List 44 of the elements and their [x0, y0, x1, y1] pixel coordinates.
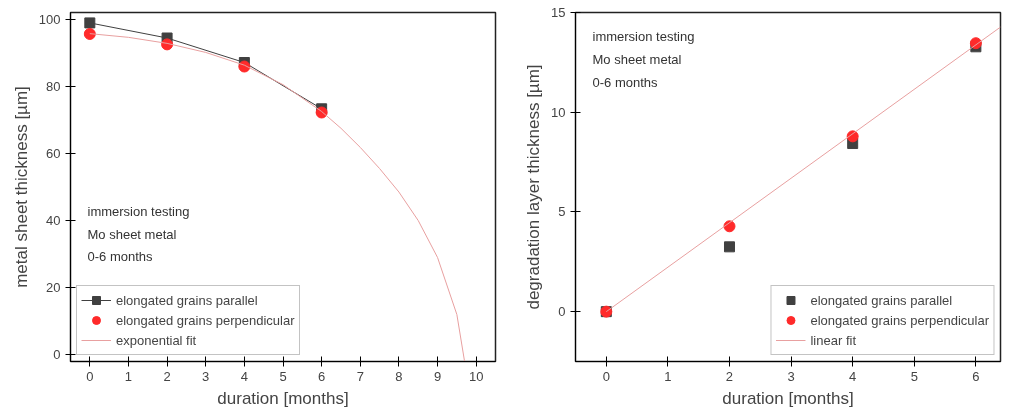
y-tick-label: 0 — [53, 347, 61, 363]
annotation: 0-6 months — [87, 249, 154, 265]
x-tick-label: 4 — [240, 368, 248, 384]
x-tick-label: 2 — [725, 368, 734, 384]
annotation: immersion testing — [87, 203, 190, 219]
y-tick-label: 20 — [46, 280, 61, 296]
x-tick-label: 7 — [356, 368, 364, 384]
legend-label: exponential fit — [116, 332, 197, 348]
x-tick-label: 2 — [163, 368, 171, 384]
legend-label: elongated grains parallel — [810, 292, 953, 308]
x-tick-label: 3 — [787, 368, 795, 384]
x-tick-label: 9 — [433, 368, 442, 384]
annotation: immersion testing — [592, 29, 695, 45]
x-tick-label: 1 — [664, 368, 672, 384]
annotation: Mo sheet metal — [87, 226, 177, 242]
annotation: 0-6 months — [592, 74, 659, 90]
x-axis-title: duration [months] — [217, 388, 349, 408]
x-tick-label: 10 — [468, 368, 484, 384]
x-tick-label: 8 — [395, 368, 403, 384]
y-tick-label: 40 — [46, 213, 61, 229]
y-tick-label: 5 — [558, 204, 566, 220]
legend-label: elongated grains perpendicular — [116, 312, 295, 328]
legend-label: elongated grains parallel — [116, 292, 258, 308]
y-tick-label: 15 — [551, 5, 566, 20]
x-tick-label: 1 — [124, 368, 133, 384]
y-axis-title: degradation layer thickness [µm] — [524, 64, 544, 310]
x-tick-label: 0 — [602, 368, 610, 384]
y-tick-label: 100 — [38, 11, 61, 27]
x-tick-label: 6 — [318, 368, 326, 384]
y-tick-label: 0 — [558, 304, 566, 320]
x-tick-label: 4 — [849, 368, 857, 384]
x-tick-label: 6 — [972, 368, 980, 384]
x-tick-label: 0 — [86, 368, 94, 384]
annotation: Mo sheet metal — [592, 52, 682, 68]
y-tick-label: 80 — [46, 78, 61, 94]
x-tick-label: 3 — [202, 368, 210, 384]
y-axis-title: metal sheet thickness [µm] — [11, 86, 31, 288]
legend-label: linear fit — [810, 332, 857, 348]
y-tick-label: 10 — [551, 104, 566, 120]
x-axis-title: duration [months] — [722, 388, 854, 408]
x-tick-label: 5 — [910, 368, 918, 384]
legend-label: elongated grains perpendicular — [810, 312, 989, 328]
y-tick-label: 60 — [46, 145, 61, 161]
x-tick-label: 5 — [279, 368, 287, 384]
